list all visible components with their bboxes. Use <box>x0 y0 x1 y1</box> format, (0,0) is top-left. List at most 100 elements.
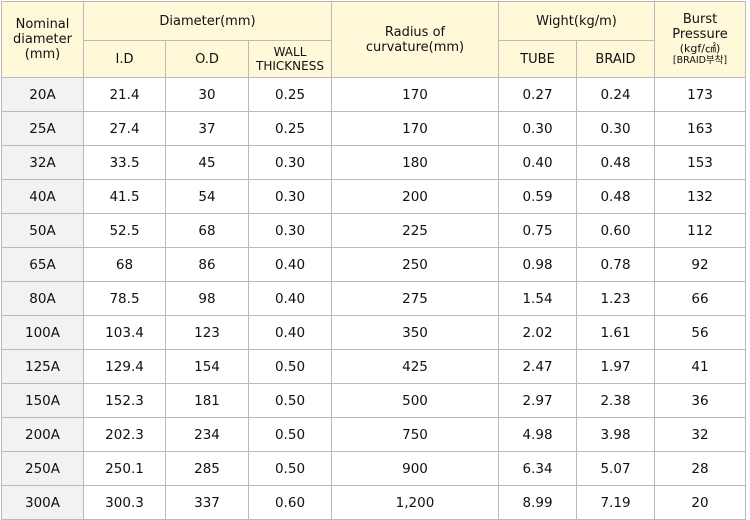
table-row: 25A 27.4 37 0.25 170 0.30 0.30 163 <box>1 111 746 146</box>
cell-id: 68 <box>83 247 166 282</box>
header-burst-line1: Burst <box>682 12 718 27</box>
table-body: 20A 21.4 30 0.25 170 0.27 0.24 173 25A 27.4 37 0.25… <box>1 77 746 520</box>
cell-od: 154 <box>165 349 249 384</box>
cell-nominal: 32A <box>1 145 84 180</box>
cell-wall: 0.40 <box>248 315 332 350</box>
cell-od: 123 <box>165 315 249 350</box>
cell-radius: 350 <box>331 315 499 350</box>
cell-radius: 425 <box>331 349 499 384</box>
cell-tube: 0.59 <box>498 179 577 214</box>
cell-burst: 112 <box>654 213 746 248</box>
cell-burst: 163 <box>654 111 746 146</box>
cell-wall: 0.50 <box>248 349 332 384</box>
header-burst-unit: (kgf/㎠) <box>679 42 721 55</box>
cell-id: 152.3 <box>83 383 166 418</box>
cell-nominal: 100A <box>1 315 84 350</box>
cell-braid: 1.97 <box>576 349 655 384</box>
cell-burst: 92 <box>654 247 746 282</box>
cell-tube: 4.98 <box>498 417 577 452</box>
cell-tube: 0.27 <box>498 77 577 112</box>
cell-braid: 7.19 <box>576 485 655 520</box>
header-wall-line2: THICKNESS <box>256 59 324 73</box>
cell-radius: 225 <box>331 213 499 248</box>
cell-nominal: 250A <box>1 451 84 486</box>
header-wall-line1: WALL <box>273 45 307 59</box>
cell-burst: 173 <box>654 77 746 112</box>
cell-wall: 0.25 <box>248 111 332 146</box>
cell-wall: 0.60 <box>248 485 332 520</box>
cell-burst: 56 <box>654 315 746 350</box>
cell-braid: 3.98 <box>576 417 655 452</box>
cell-id: 250.1 <box>83 451 166 486</box>
cell-od: 285 <box>165 451 249 486</box>
cell-radius: 275 <box>331 281 499 316</box>
cell-id: 202.3 <box>83 417 166 452</box>
header-burst-line2: Pressure <box>672 27 728 42</box>
cell-od: 337 <box>165 485 249 520</box>
cell-tube: 0.40 <box>498 145 577 180</box>
cell-wall: 0.50 <box>248 417 332 452</box>
cell-wall: 0.40 <box>248 281 332 316</box>
header-radius-line2: curvature(mm) <box>365 39 465 55</box>
cell-wall: 0.40 <box>248 247 332 282</box>
cell-id: 41.5 <box>83 179 166 214</box>
cell-braid: 0.78 <box>576 247 655 282</box>
table-row: 32A 33.5 45 0.30 180 0.40 0.48 153 <box>1 145 746 180</box>
cell-tube: 2.47 <box>498 349 577 384</box>
cell-tube: 0.75 <box>498 213 577 248</box>
header-braid: BRAID <box>576 40 655 78</box>
cell-nominal: 125A <box>1 349 84 384</box>
header-radius-curvature: Radius of curvature(mm) <box>331 1 499 78</box>
cell-nominal: 80A <box>1 281 84 316</box>
table-row: 20A 21.4 30 0.25 170 0.27 0.24 173 <box>1 77 746 112</box>
table-header: Nominal diameter (mm) Diameter(mm) Radiu… <box>1 1 746 78</box>
table-row: 250A 250.1 285 0.50 900 6.34 5.07 28 <box>1 451 746 486</box>
cell-nominal: 150A <box>1 383 84 418</box>
header-burst-note: [BRAID부착] <box>672 55 728 66</box>
cell-nominal: 300A <box>1 485 84 520</box>
cell-nominal: 50A <box>1 213 84 248</box>
cell-radius: 750 <box>331 417 499 452</box>
table-row: 80A 78.5 98 0.40 275 1.54 1.23 66 <box>1 281 746 316</box>
table-row: 40A 41.5 54 0.30 200 0.59 0.48 132 <box>1 179 746 214</box>
header-wall-thickness: WALL THICKNESS <box>248 40 332 78</box>
cell-od: 98 <box>165 281 249 316</box>
header-nominal-diameter: Nominal diameter (mm) <box>1 1 84 78</box>
table-row: 150A 152.3 181 0.50 500 2.97 2.38 36 <box>1 383 746 418</box>
cell-burst: 32 <box>654 417 746 452</box>
cell-id: 27.4 <box>83 111 166 146</box>
cell-wall: 0.30 <box>248 213 332 248</box>
cell-nominal: 25A <box>1 111 84 146</box>
header-row-sub: I.D O.D WALL THICKNESS TUBE BRAID <box>2 40 746 78</box>
header-id: I.D <box>83 40 166 78</box>
cell-burst: 153 <box>654 145 746 180</box>
header-tube: TUBE <box>498 40 577 78</box>
cell-nominal: 20A <box>1 77 84 112</box>
cell-nominal: 40A <box>1 179 84 214</box>
cell-braid: 0.30 <box>576 111 655 146</box>
cell-od: 37 <box>165 111 249 146</box>
cell-radius: 200 <box>331 179 499 214</box>
table-row: 300A 300.3 337 0.60 1,200 8.99 7.19 20 <box>1 485 746 520</box>
cell-wall: 0.30 <box>248 179 332 214</box>
cell-braid: 1.23 <box>576 281 655 316</box>
header-weight-group: Wight(kg/m) <box>498 1 655 41</box>
cell-od: 45 <box>165 145 249 180</box>
cell-wall: 0.30 <box>248 145 332 180</box>
cell-id: 78.5 <box>83 281 166 316</box>
table-row: 200A 202.3 234 0.50 750 4.98 3.98 32 <box>1 417 746 452</box>
header-nominal-line1: Nominal <box>15 17 70 32</box>
cell-od: 86 <box>165 247 249 282</box>
header-radius-line1: Radius of <box>384 24 446 40</box>
cell-od: 234 <box>165 417 249 452</box>
cell-tube: 0.30 <box>498 111 577 146</box>
cell-burst: 66 <box>654 281 746 316</box>
header-nominal-line2: diameter <box>13 32 72 47</box>
cell-wall: 0.50 <box>248 451 332 486</box>
cell-tube: 8.99 <box>498 485 577 520</box>
cell-wall: 0.50 <box>248 383 332 418</box>
cell-id: 33.5 <box>83 145 166 180</box>
header-row-top: Nominal diameter (mm) Diameter(mm) Radiu… <box>1 1 746 78</box>
